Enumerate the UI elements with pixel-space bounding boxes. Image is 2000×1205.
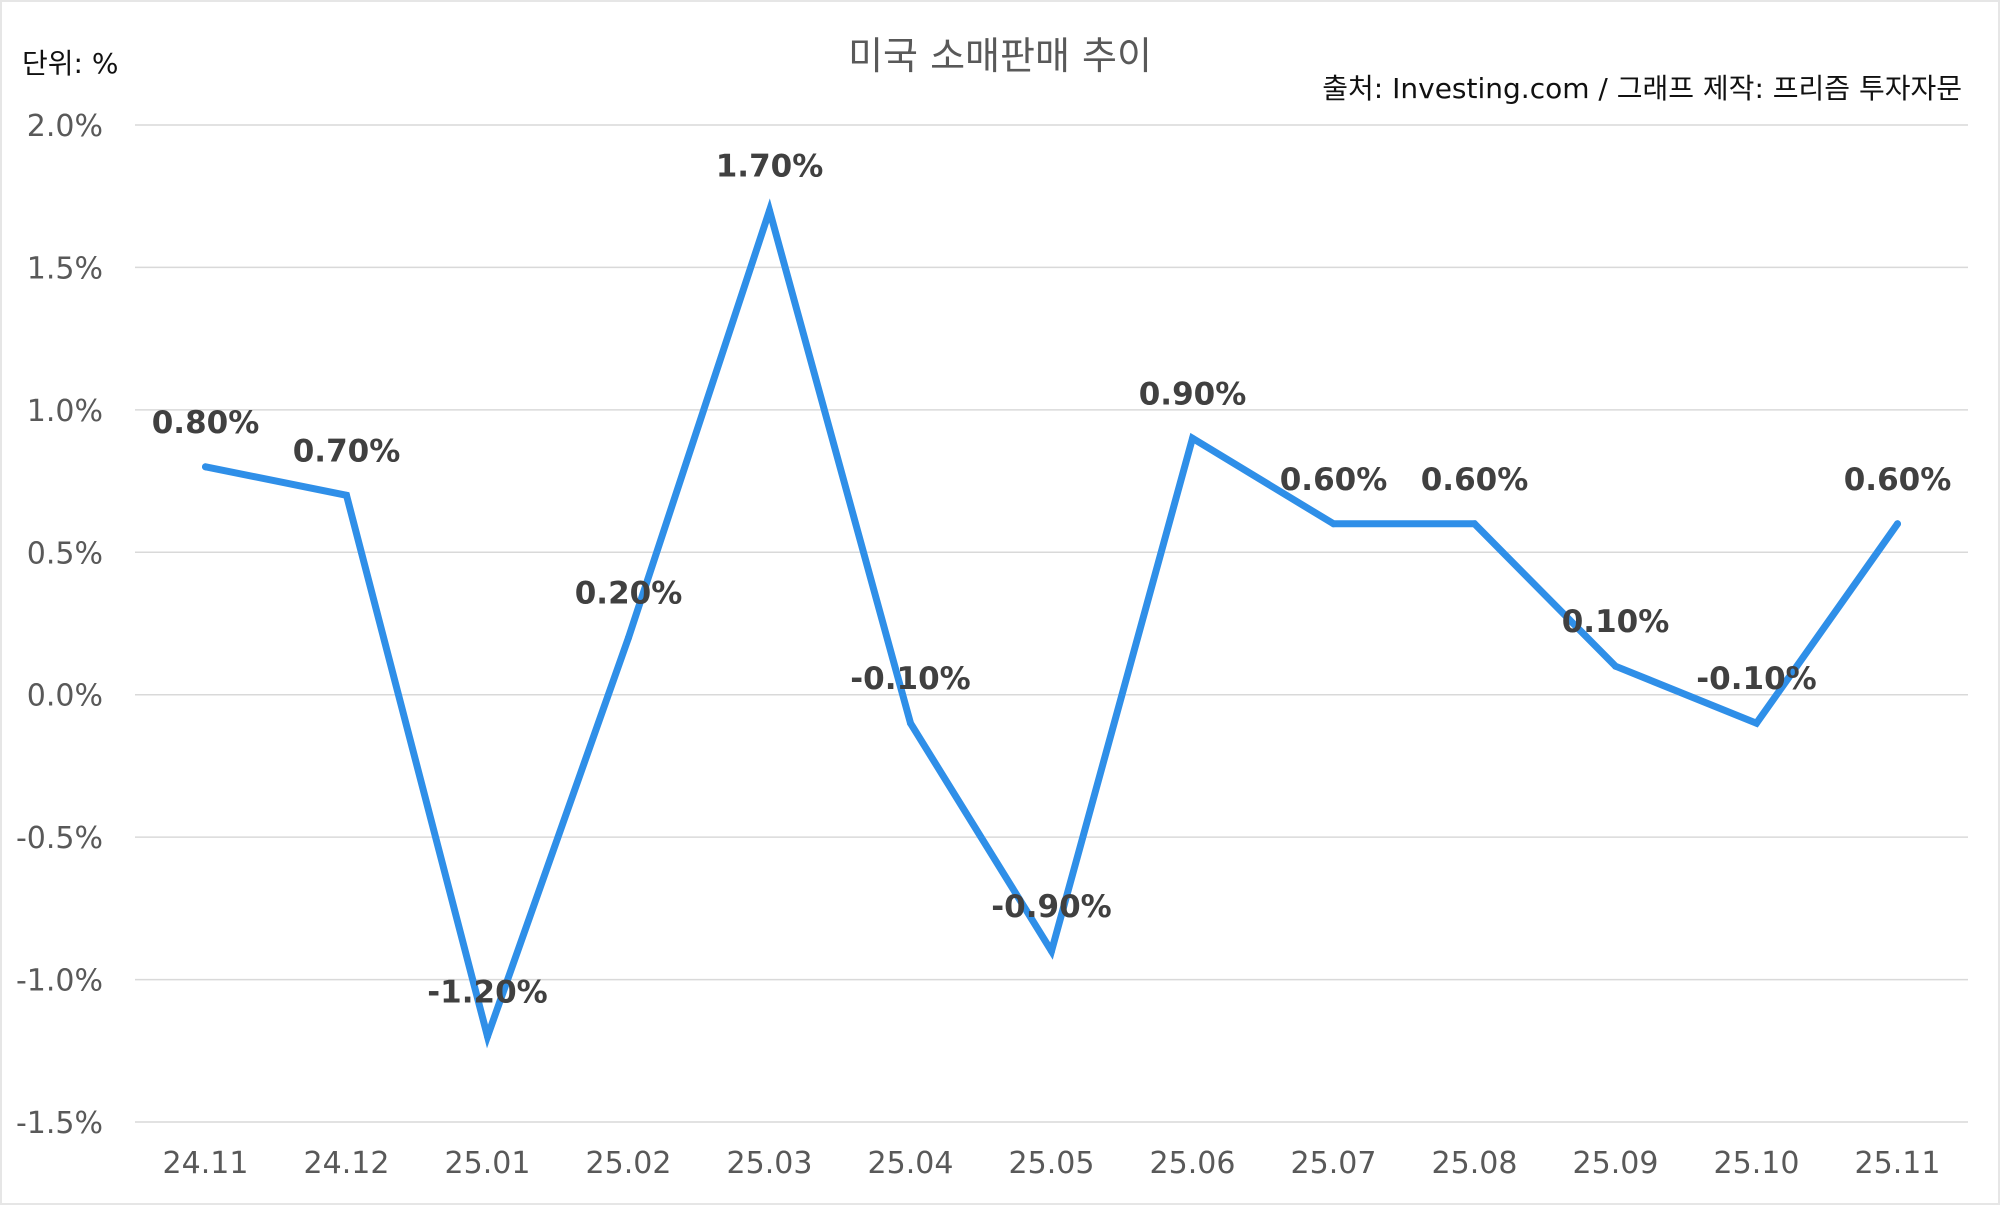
- data-point: [343, 491, 350, 499]
- data-point: [1189, 434, 1196, 442]
- data-point: [1048, 947, 1055, 955]
- y-tick-label: -1.5%: [16, 1106, 103, 1141]
- data-label: -0.90%: [991, 889, 1111, 925]
- y-tick-label: -0.5%: [16, 821, 103, 856]
- data-label: -1.20%: [427, 975, 547, 1011]
- data-label: 0.90%: [1139, 376, 1247, 412]
- data-point: [1894, 520, 1901, 528]
- x-tick-label: 25.09: [1573, 1146, 1659, 1181]
- data-label: 0.60%: [1280, 462, 1388, 498]
- data-point: [484, 1033, 491, 1041]
- x-tick-label: 24.11: [163, 1146, 249, 1181]
- data-label: 0.80%: [152, 405, 260, 441]
- data-label: 0.20%: [575, 576, 683, 612]
- y-tick-label: -1.0%: [16, 964, 103, 999]
- data-label: 0.60%: [1844, 462, 1952, 498]
- unit-label: 단위: %: [22, 47, 118, 80]
- y-tick-label: 2.0%: [27, 109, 103, 144]
- x-tick-label: 25.06: [1150, 1146, 1236, 1181]
- data-label: -0.10%: [850, 661, 970, 697]
- data-label: 1.70%: [716, 148, 824, 184]
- y-tick-label: 1.0%: [27, 394, 103, 429]
- data-point: [202, 463, 209, 471]
- data-label: -0.10%: [1696, 661, 1816, 697]
- x-tick-label: 24.12: [304, 1146, 390, 1181]
- x-tick-label: 25.07: [1291, 1146, 1377, 1181]
- x-tick-label: 25.08: [1432, 1146, 1518, 1181]
- y-axis: 2.0% 1.5% 1.0% 0.5% 0.0% -0.5% -1.0% -1.5%: [16, 109, 103, 1141]
- gridlines: [135, 124, 1968, 1123]
- series-group: [202, 198, 1901, 1049]
- data-label: 0.70%: [293, 433, 401, 469]
- y-tick-label: 0.5%: [27, 536, 103, 571]
- x-tick-label: 25.01: [445, 1146, 531, 1181]
- x-tick-label: 25.03: [727, 1146, 813, 1181]
- x-tick-label: 25.04: [868, 1146, 954, 1181]
- data-label: 0.10%: [1562, 604, 1670, 640]
- y-tick-label: 1.5%: [27, 251, 103, 286]
- data-point: [907, 719, 914, 727]
- chart-title: 미국 소매판매 추이: [848, 34, 1152, 78]
- data-point: [1471, 520, 1478, 528]
- y-tick-label: 0.0%: [27, 679, 103, 714]
- x-tick-label: 25.05: [1009, 1146, 1095, 1181]
- x-tick-label: 25.10: [1714, 1146, 1800, 1181]
- data-point: [1330, 520, 1337, 528]
- data-point: [625, 634, 632, 642]
- data-labels: 0.80% 0.70% -1.20% 0.20% 1.70% -0.10% -0.90% 0.…: [152, 148, 1952, 1010]
- data-label: 0.60%: [1421, 462, 1529, 498]
- data-point: [1753, 719, 1760, 727]
- x-axis: 24.11 24.12 25.01 25.02 25.03 25.04 25.05 25.06…: [163, 1146, 1941, 1181]
- data-point: [766, 206, 773, 214]
- data-point: [1612, 662, 1619, 670]
- source-label: 출처: Investing.com / 그래프 제작: 프리즘 투자자문: [1322, 72, 1962, 105]
- x-tick-label: 25.02: [586, 1146, 672, 1181]
- x-tick-label: 25.11: [1855, 1146, 1941, 1181]
